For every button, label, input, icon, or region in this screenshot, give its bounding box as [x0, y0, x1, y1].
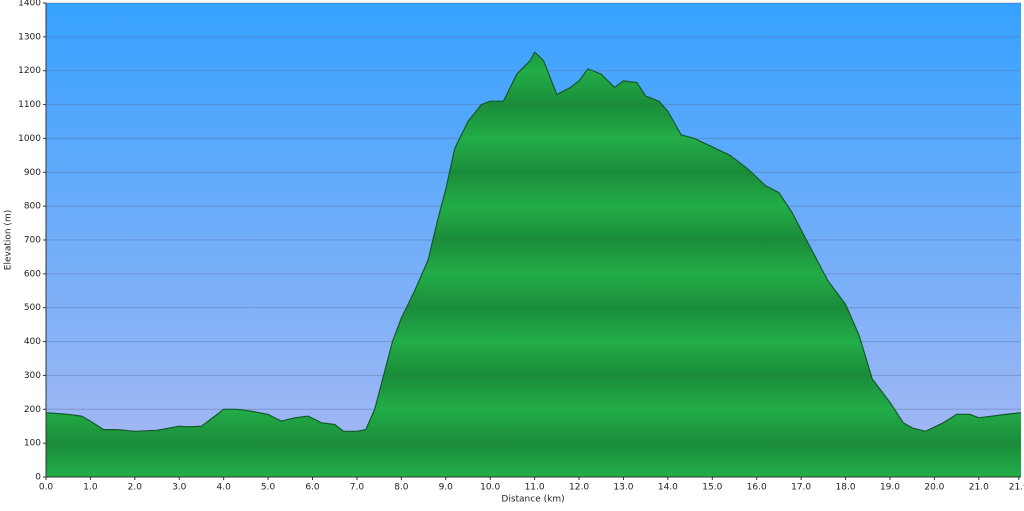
x-tick-label: 11.0	[525, 483, 545, 493]
y-tick-label: 1300	[18, 32, 41, 42]
x-tick-label: 8.0	[394, 483, 409, 493]
y-tick-label: 0	[35, 473, 41, 483]
x-tick-label: 14.0	[658, 483, 678, 493]
x-tick-label: 9.0	[439, 483, 454, 493]
y-tick-label: 300	[24, 371, 41, 381]
x-tick-label: 16.0	[747, 483, 767, 493]
x-tick-label: 19.0	[880, 483, 900, 493]
y-axis-label: Elevation (m)	[4, 210, 14, 270]
x-tick-label: 6.0	[305, 483, 320, 493]
x-tick-label: 7.0	[350, 483, 365, 493]
y-tick-label: 600	[24, 269, 41, 279]
x-tick-label: 20.0	[924, 483, 944, 493]
x-tick-label: 0.0	[39, 483, 54, 493]
x-tick-label: 2.0	[128, 483, 143, 493]
y-tick-label: 1400	[18, 0, 41, 9]
area-fill	[46, 52, 1021, 477]
marks	[45, 51, 1022, 477]
y-tick-label: 1100	[18, 100, 41, 110]
y-tick-label: 100	[24, 439, 41, 449]
elevation-line	[45, 51, 1022, 432]
x-tick-label: 21.9	[1009, 483, 1024, 493]
y-tick-label: 400	[24, 337, 41, 347]
x-tick-label: 13.0	[613, 483, 633, 493]
y-tick-label: 1200	[18, 66, 41, 76]
x-tick-label: 12.0	[569, 483, 589, 493]
x-tick-label: 15.0	[702, 483, 722, 493]
y-tick-label: 900	[24, 168, 41, 178]
x-axis-label: Distance (km)	[501, 495, 564, 505]
x-tick-label: 4.0	[217, 483, 232, 493]
y-tick-label: 1000	[18, 134, 41, 144]
x-tick-label: 5.0	[261, 483, 276, 493]
y-tick-label: 500	[24, 303, 41, 313]
y-tick-label: 800	[24, 202, 41, 212]
x-tick-label: 21.0	[969, 483, 989, 493]
x-tick-label: 10.0	[480, 483, 500, 493]
axes	[43, 2, 1021, 480]
x-tick-label: 1.0	[83, 483, 98, 493]
x-tick-label: 18.0	[836, 483, 856, 493]
x-tick-label: 17.0	[791, 483, 811, 493]
y-tick-label: 700	[24, 236, 41, 246]
x-tick-label: 3.0	[172, 483, 187, 493]
y-tick-label: 200	[24, 405, 41, 415]
